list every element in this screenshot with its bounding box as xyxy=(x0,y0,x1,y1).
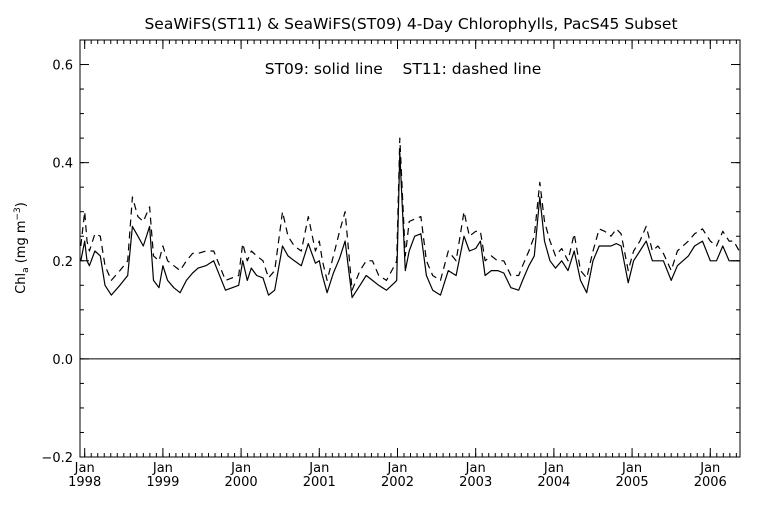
y-tick-label: 0.0 xyxy=(52,353,73,368)
x-tick-year-label: 1999 xyxy=(146,475,179,490)
series-st11-line xyxy=(80,137,740,291)
x-tick-month-label: Jan xyxy=(621,461,642,476)
x-tick-year-label: 2006 xyxy=(694,475,727,490)
x-tick-month-label: Jan xyxy=(465,461,486,476)
x-tick-year-label: 1998 xyxy=(68,475,101,490)
y-tick-label: 0.4 xyxy=(52,157,73,172)
x-tick-month-label: Jan xyxy=(386,461,407,476)
x-axis: Jan1998Jan1999Jan2000Jan2001Jan2002Jan20… xyxy=(68,40,737,490)
x-tick-year-label: 2005 xyxy=(616,475,649,490)
chart-title: SeaWiFS(ST11) & SeaWiFS(ST09) 4-Day Chlo… xyxy=(144,15,677,33)
y-tick-label: 0.6 xyxy=(52,59,73,74)
series-annotation: ST09: solid line ST11: dashed line xyxy=(265,60,542,78)
y-axis: −0.2 0.0 0.2 0.4 0.6 xyxy=(41,39,740,466)
y-axis-label: Chla (mg m−3) xyxy=(13,202,31,294)
x-tick-month-label: Jan xyxy=(543,461,564,476)
x-tick-month-label: Jan xyxy=(74,461,95,476)
series-layer xyxy=(80,137,740,299)
y-tick-label: −0.2 xyxy=(41,451,73,466)
series-st09-line xyxy=(80,152,740,299)
x-tick-month-label: Jan xyxy=(308,461,329,476)
x-tick-month-label: Jan xyxy=(230,461,251,476)
x-tick-year-label: 2003 xyxy=(459,475,492,490)
y-tick-label: 0.2 xyxy=(52,255,73,270)
x-tick-year-label: 2000 xyxy=(225,475,258,490)
x-tick-year-label: 2002 xyxy=(381,475,414,490)
x-tick-month-label: Jan xyxy=(699,461,720,476)
x-tick-year-label: 2001 xyxy=(303,475,336,490)
plot-frame xyxy=(79,39,741,458)
x-tick-year-label: 2004 xyxy=(537,475,570,490)
x-tick-month-label: Jan xyxy=(152,461,173,476)
